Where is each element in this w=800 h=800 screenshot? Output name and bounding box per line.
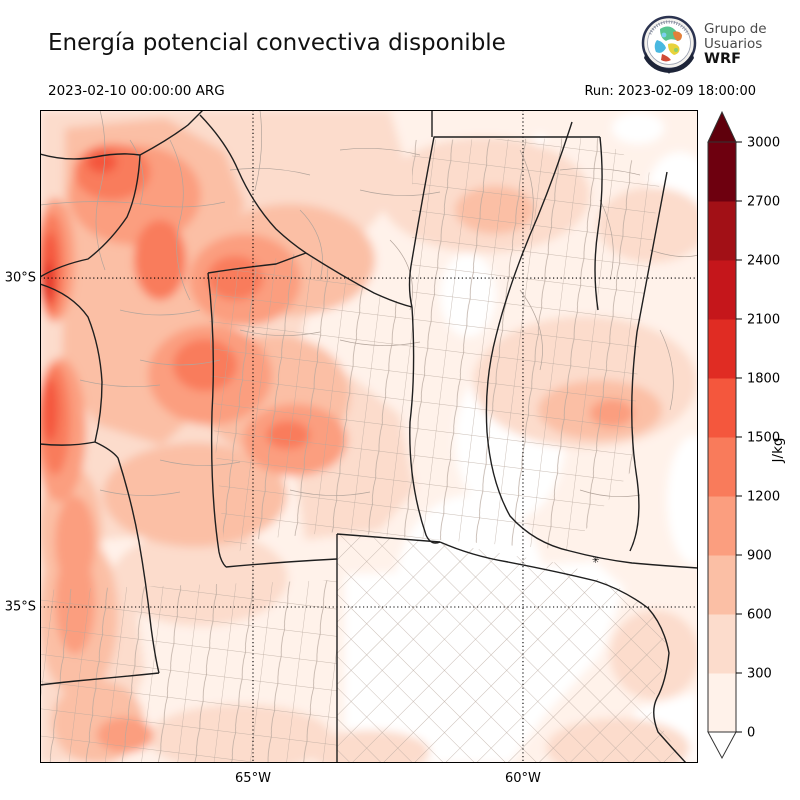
x-axis-label-60w: 60°W [505,771,541,786]
page-title: Energía potencial convectiva disponible [48,30,506,56]
department-boundaries [40,110,698,763]
x-axis-label-65w: 65°W [235,771,271,786]
cape-map: ✳ [40,110,698,763]
logo-text-line2: Usuarios [704,35,763,52]
valid-time-label: 2023-02-10 00:00:00 ARG [48,83,225,99]
colorbar-svg: 0 300 600 900 1200 1500 1800 2100 2400 2700 3000 J… [707,110,786,760]
colorbar: 0 300 600 900 1200 1500 1800 2100 2400 2700 3000 J… [704,105,800,775]
colorbar-tick-label: 2700 [747,195,780,210]
colorbar-segments [708,142,736,733]
colorbar-under-arrow [707,731,737,760]
colorbar-tick-label: 2100 [747,313,780,328]
run-time-label: Run: 2023-02-09 18:00:00 [584,84,756,99]
colorbar-tick-label: 1500 [747,431,780,446]
colorbar-tick-label: 600 [747,608,772,623]
colorbar-ticks: 0 300 600 900 1200 1500 1800 2100 2400 2700 3000 [736,136,780,741]
wrf-logo-emblem-icon [641,15,697,74]
province-boundaries [40,110,698,763]
logo-text-line1: Grupo de [704,20,767,37]
colorbar-over-arrow [707,110,737,143]
y-axis-label-30s: 30°S [4,270,36,286]
colorbar-units-label: J/kg [770,438,786,464]
colorbar-tick-label: 300 [747,667,772,682]
map-frame [40,110,698,763]
buenos-aires-city-marker: ✳ [592,556,600,566]
logo-text-wrf: WRF [704,50,742,67]
colorbar-tick-label: 2400 [747,254,780,269]
colorbar-tick-label: 1800 [747,372,780,387]
colorbar-tick-label: 3000 [747,136,780,151]
graticule-gridlines [40,110,698,763]
map-area: ✳ [40,110,698,763]
y-axis-label-35s: 35°S [4,599,36,615]
wrf-users-group-logo: Grupo de Usuarios WRF [640,14,767,74]
colorbar-tick-label: 900 [747,549,772,564]
colorbar-tick-label: 1200 [747,490,780,505]
colorbar-tick-label: 0 [747,726,755,741]
